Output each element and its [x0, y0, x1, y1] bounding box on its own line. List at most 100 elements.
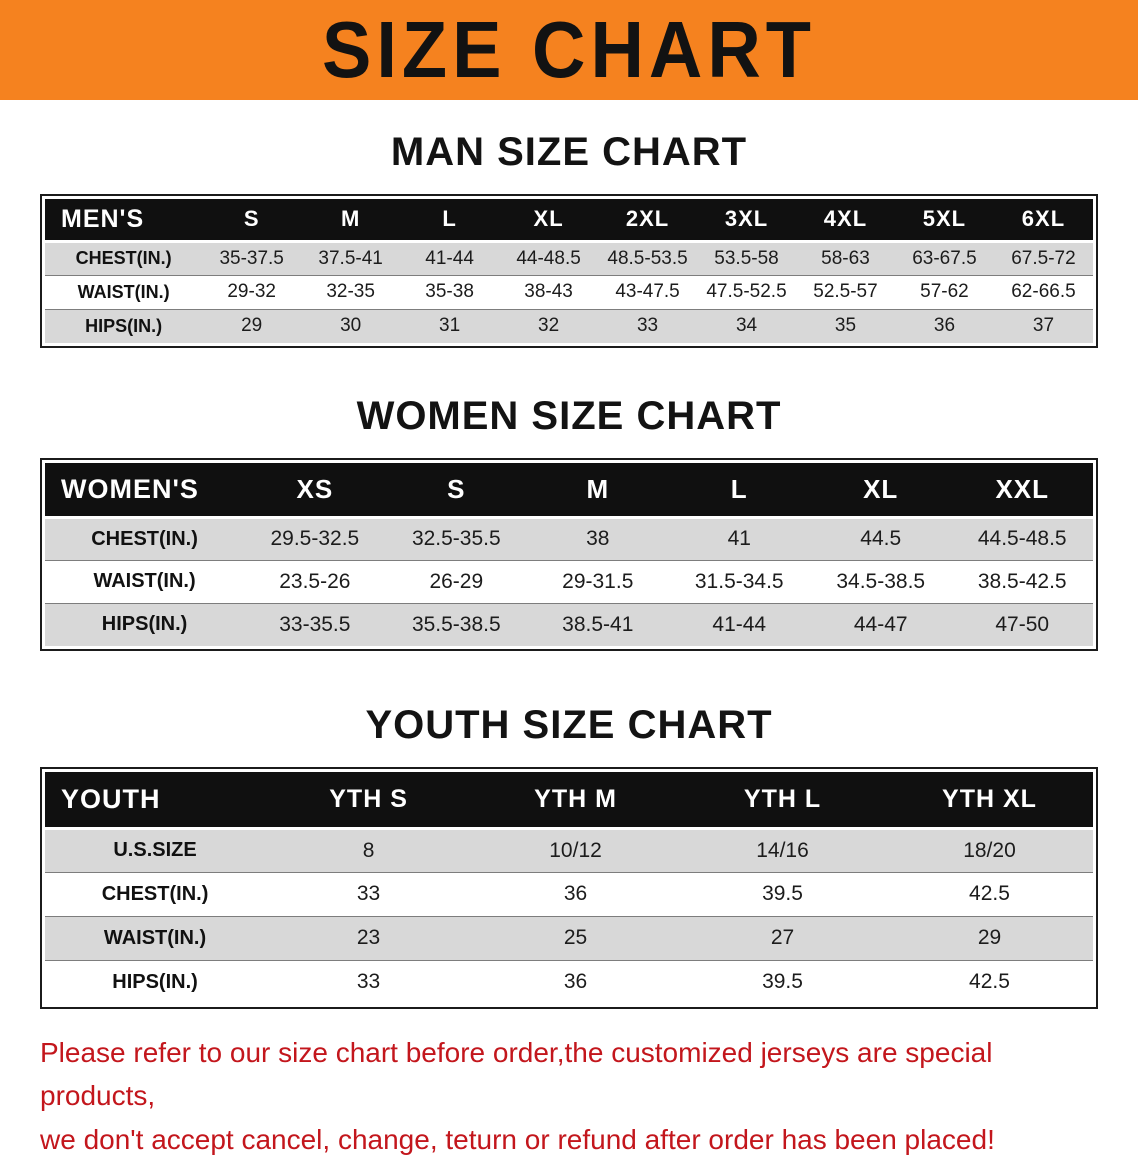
- measurement-label-cell: CHEST(IN.): [45, 241, 203, 276]
- measurement-value-cell: 53.5-58: [697, 241, 796, 276]
- size-column-header: 5XL: [894, 199, 994, 243]
- measurement-value-cell: 29: [202, 309, 302, 343]
- measurement-value-cell: 35-37.5: [202, 241, 302, 276]
- measurement-value-cell: 36: [894, 309, 994, 343]
- measurement-value-cell: 35: [796, 309, 895, 343]
- men-size-table-frame: MEN'S S M L XL 2XL 3XL 4XL 5XL 6XL CHEST(IN.) 35-37…: [40, 194, 1098, 348]
- table-title-cell: MEN'S: [45, 199, 203, 243]
- measurement-label-cell: CHEST(IN.): [45, 517, 245, 561]
- size-column-header: YTH M: [472, 772, 680, 830]
- measurement-value-cell: 27: [679, 916, 886, 961]
- measurement-label-cell: HIPS(IN.): [45, 960, 266, 1004]
- men-section-heading: MAN SIZE CHART: [390, 130, 748, 174]
- header-row: YOUTH YTH S YTH M YTH L YTH XL: [45, 772, 1093, 830]
- size-column-header: 3XL: [697, 199, 796, 243]
- size-column-header: S: [385, 463, 528, 519]
- women-size-table: WOMEN'S XS S M L XL XXL CHEST(IN.) 29.5-32.5 32.5…: [45, 463, 1093, 646]
- measurement-value-cell: 38: [527, 517, 669, 561]
- table-title-cell: WOMEN'S: [45, 463, 245, 519]
- size-column-header: S: [202, 199, 302, 243]
- measurement-row: WAIST(IN.) 23.5-26 26-29 29-31.5 31.5-34.5 34…: [45, 560, 1093, 604]
- measurement-value-cell: 32.5-35.5: [385, 517, 528, 561]
- measurement-value-cell: 33: [598, 309, 698, 343]
- youth-size-table: YOUTH YTH S YTH M YTH L YTH XL U.S.SIZE 8 10/12…: [45, 772, 1093, 1004]
- youth-size-section: YOUTH SIZE CHART YOUTH YTH S YTH M YTH L YTH…: [0, 703, 1138, 1009]
- measurement-row: CHEST(IN.) 29.5-32.5 32.5-35.5 38 41 44.5 44.5…: [45, 517, 1093, 561]
- measurement-value-cell: 18/20: [885, 828, 1093, 873]
- measurement-value-cell: 44-47: [809, 603, 952, 646]
- size-column-header: 6XL: [993, 199, 1093, 243]
- size-column-header: XL: [809, 463, 952, 519]
- measurement-value-cell: 8: [265, 828, 473, 873]
- measurement-value-cell: 34.5-38.5: [809, 560, 952, 604]
- measurement-row: HIPS(IN.) 33 36 39.5 42.5: [45, 960, 1093, 1004]
- measurement-label-cell: WAIST(IN.): [45, 560, 245, 604]
- measurement-value-cell: 37: [993, 309, 1093, 343]
- header-row: WOMEN'S XS S M L XL XXL: [45, 463, 1093, 519]
- women-section-heading: WOMEN SIZE CHART: [356, 394, 782, 438]
- measurement-value-cell: 62-66.5: [993, 275, 1093, 310]
- measurement-label-cell: WAIST(IN.): [45, 275, 203, 310]
- measurement-value-cell: 37.5-41: [301, 241, 401, 276]
- measurement-value-cell: 52.5-57: [796, 275, 895, 310]
- measurement-value-cell: 38.5-41: [527, 603, 669, 646]
- women-size-table-frame: WOMEN'S XS S M L XL XXL CHEST(IN.) 29.5-32.5 32.5…: [40, 458, 1098, 651]
- measurement-value-cell: 31.5-34.5: [668, 560, 810, 604]
- men-size-section: MAN SIZE CHART MEN'S S M L XL 2XL 3XL 4XL 5XL 6XL…: [0, 130, 1138, 348]
- measurement-row: HIPS(IN.) 29 30 31 32 33 34 35 36 37: [45, 309, 1093, 343]
- measurement-value-cell: 23: [265, 916, 473, 961]
- size-column-header: M: [301, 199, 401, 243]
- men-size-table: MEN'S S M L XL 2XL 3XL 4XL 5XL 6XL CHEST(IN.) 35-37…: [45, 199, 1093, 343]
- size-column-header: L: [668, 463, 810, 519]
- page-title: SIZE CHART: [322, 4, 816, 95]
- measurement-value-cell: 29-32: [202, 275, 302, 310]
- measurement-value-cell: 29-31.5: [527, 560, 669, 604]
- size-column-header: XS: [244, 463, 386, 519]
- measurement-value-cell: 35-38: [400, 275, 500, 310]
- measurement-value-cell: 39.5: [679, 960, 886, 1004]
- measurement-value-cell: 36: [472, 872, 680, 917]
- measurement-row: CHEST(IN.) 33 36 39.5 42.5: [45, 872, 1093, 917]
- youth-section-heading: YOUTH SIZE CHART: [365, 703, 773, 747]
- size-column-header: YTH L: [679, 772, 886, 830]
- measurement-value-cell: 35.5-38.5: [385, 603, 528, 646]
- measurement-value-cell: 41: [668, 517, 810, 561]
- size-column-header: XL: [499, 199, 599, 243]
- measurement-row: HIPS(IN.) 33-35.5 35.5-38.5 38.5-41 41-44 44-…: [45, 603, 1093, 646]
- disclaimer-line-1: Please refer to our size chart before or…: [40, 1037, 993, 1112]
- measurement-label-cell: WAIST(IN.): [45, 916, 266, 961]
- measurement-row: WAIST(IN.) 29-32 32-35 35-38 38-43 43-47.5 47.…: [45, 275, 1093, 310]
- measurement-value-cell: 38-43: [499, 275, 599, 310]
- size-column-header: XXL: [951, 463, 1093, 519]
- measurement-value-cell: 44.5: [809, 517, 952, 561]
- measurement-value-cell: 38.5-42.5: [951, 560, 1093, 604]
- measurement-value-cell: 43-47.5: [598, 275, 698, 310]
- measurement-value-cell: 32-35: [301, 275, 401, 310]
- measurement-row: CHEST(IN.) 35-37.5 37.5-41 41-44 44-48.5 48.5…: [45, 241, 1093, 276]
- size-column-header: M: [527, 463, 669, 519]
- measurement-value-cell: 30: [301, 309, 401, 343]
- measurement-value-cell: 57-62: [894, 275, 994, 310]
- measurement-value-cell: 33: [265, 960, 473, 1004]
- measurement-label-cell: HIPS(IN.): [45, 309, 203, 343]
- measurement-value-cell: 14/16: [679, 828, 886, 873]
- measurement-value-cell: 36: [472, 960, 680, 1004]
- size-column-header: L: [400, 199, 500, 243]
- measurement-value-cell: 39.5: [679, 872, 886, 917]
- women-size-section: WOMEN SIZE CHART WOMEN'S XS S M L XL XXL CHEST(…: [0, 394, 1138, 651]
- measurement-value-cell: 58-63: [796, 241, 895, 276]
- measurement-value-cell: 41-44: [668, 603, 810, 646]
- measurement-value-cell: 67.5-72: [993, 241, 1093, 276]
- measurement-value-cell: 10/12: [472, 828, 680, 873]
- measurement-row: U.S.SIZE 8 10/12 14/16 18/20: [45, 828, 1093, 873]
- measurement-row: WAIST(IN.) 23 25 27 29: [45, 916, 1093, 961]
- measurement-value-cell: 42.5: [885, 960, 1093, 1004]
- measurement-value-cell: 33-35.5: [244, 603, 386, 646]
- measurement-value-cell: 29.5-32.5: [244, 517, 386, 561]
- disclaimer-line-2: we don't accept cancel, change, teturn o…: [40, 1123, 995, 1155]
- measurement-value-cell: 48.5-53.5: [598, 241, 698, 276]
- measurement-value-cell: 42.5: [885, 872, 1093, 917]
- measurement-value-cell: 25: [472, 916, 680, 961]
- measurement-label-cell: U.S.SIZE: [45, 828, 266, 873]
